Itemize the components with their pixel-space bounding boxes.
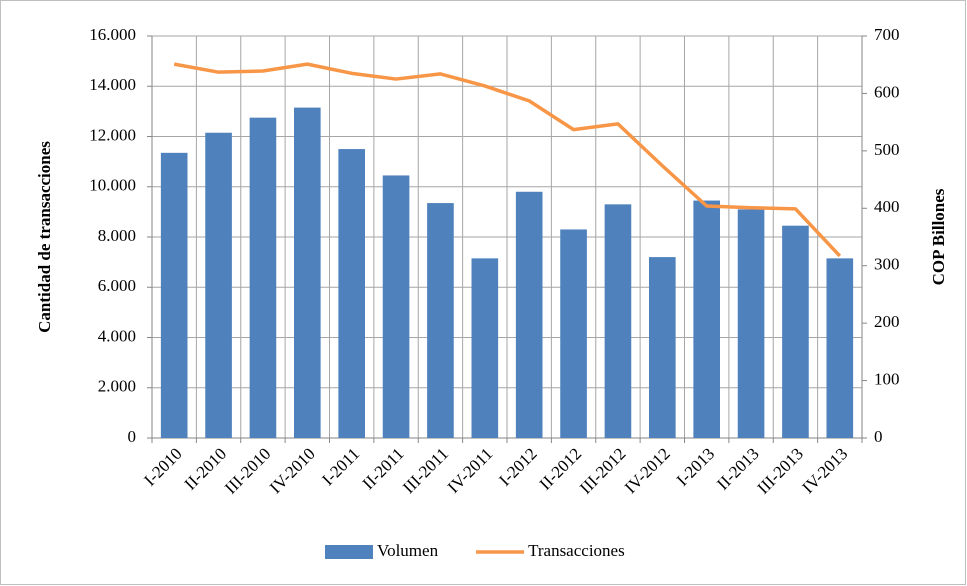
y2-tick-label: 600 — [874, 82, 900, 101]
y2-tick-label: 500 — [874, 140, 900, 159]
y2-axis-title: COP Billones — [929, 188, 948, 285]
y-tick-label: 0 — [128, 427, 137, 446]
bar — [560, 229, 587, 438]
bar — [294, 107, 321, 438]
y2-tick-label: 400 — [874, 197, 900, 216]
y2-tick-label: 200 — [874, 312, 900, 331]
bar — [693, 200, 720, 438]
y-tick-label: 14.000 — [89, 75, 136, 94]
y2-tick-label: 700 — [874, 25, 900, 44]
bar — [471, 258, 499, 438]
bar — [338, 149, 365, 438]
y-tick-label: 10.000 — [89, 176, 136, 195]
bar — [382, 175, 410, 438]
legend-swatch — [325, 545, 373, 559]
line — [173, 62, 842, 258]
bar — [737, 209, 765, 438]
y-tick-label: 2.000 — [98, 377, 136, 396]
bar — [515, 191, 543, 438]
bar — [826, 258, 854, 438]
bar — [782, 225, 809, 438]
bar — [649, 257, 676, 438]
bar — [604, 204, 632, 438]
bar — [427, 203, 454, 438]
y2-tick-label: 300 — [874, 255, 900, 274]
bar — [160, 152, 188, 439]
y-axis-title: Cantidad de transacciones — [35, 141, 54, 333]
y2-tick-label: 0 — [874, 427, 883, 446]
y-tick-label: 6.000 — [98, 276, 136, 295]
y2-tick-label: 100 — [874, 369, 900, 388]
bar — [249, 117, 277, 438]
y-tick-label: 16.000 — [89, 25, 136, 44]
y-tick-label: 4.000 — [98, 326, 136, 345]
legend-label: Transacciones — [528, 541, 625, 560]
y-tick-label: 12.000 — [89, 125, 136, 144]
bar — [205, 132, 232, 438]
y-tick-label: 8.000 — [98, 226, 136, 245]
legend-label: Volumen — [377, 541, 439, 560]
